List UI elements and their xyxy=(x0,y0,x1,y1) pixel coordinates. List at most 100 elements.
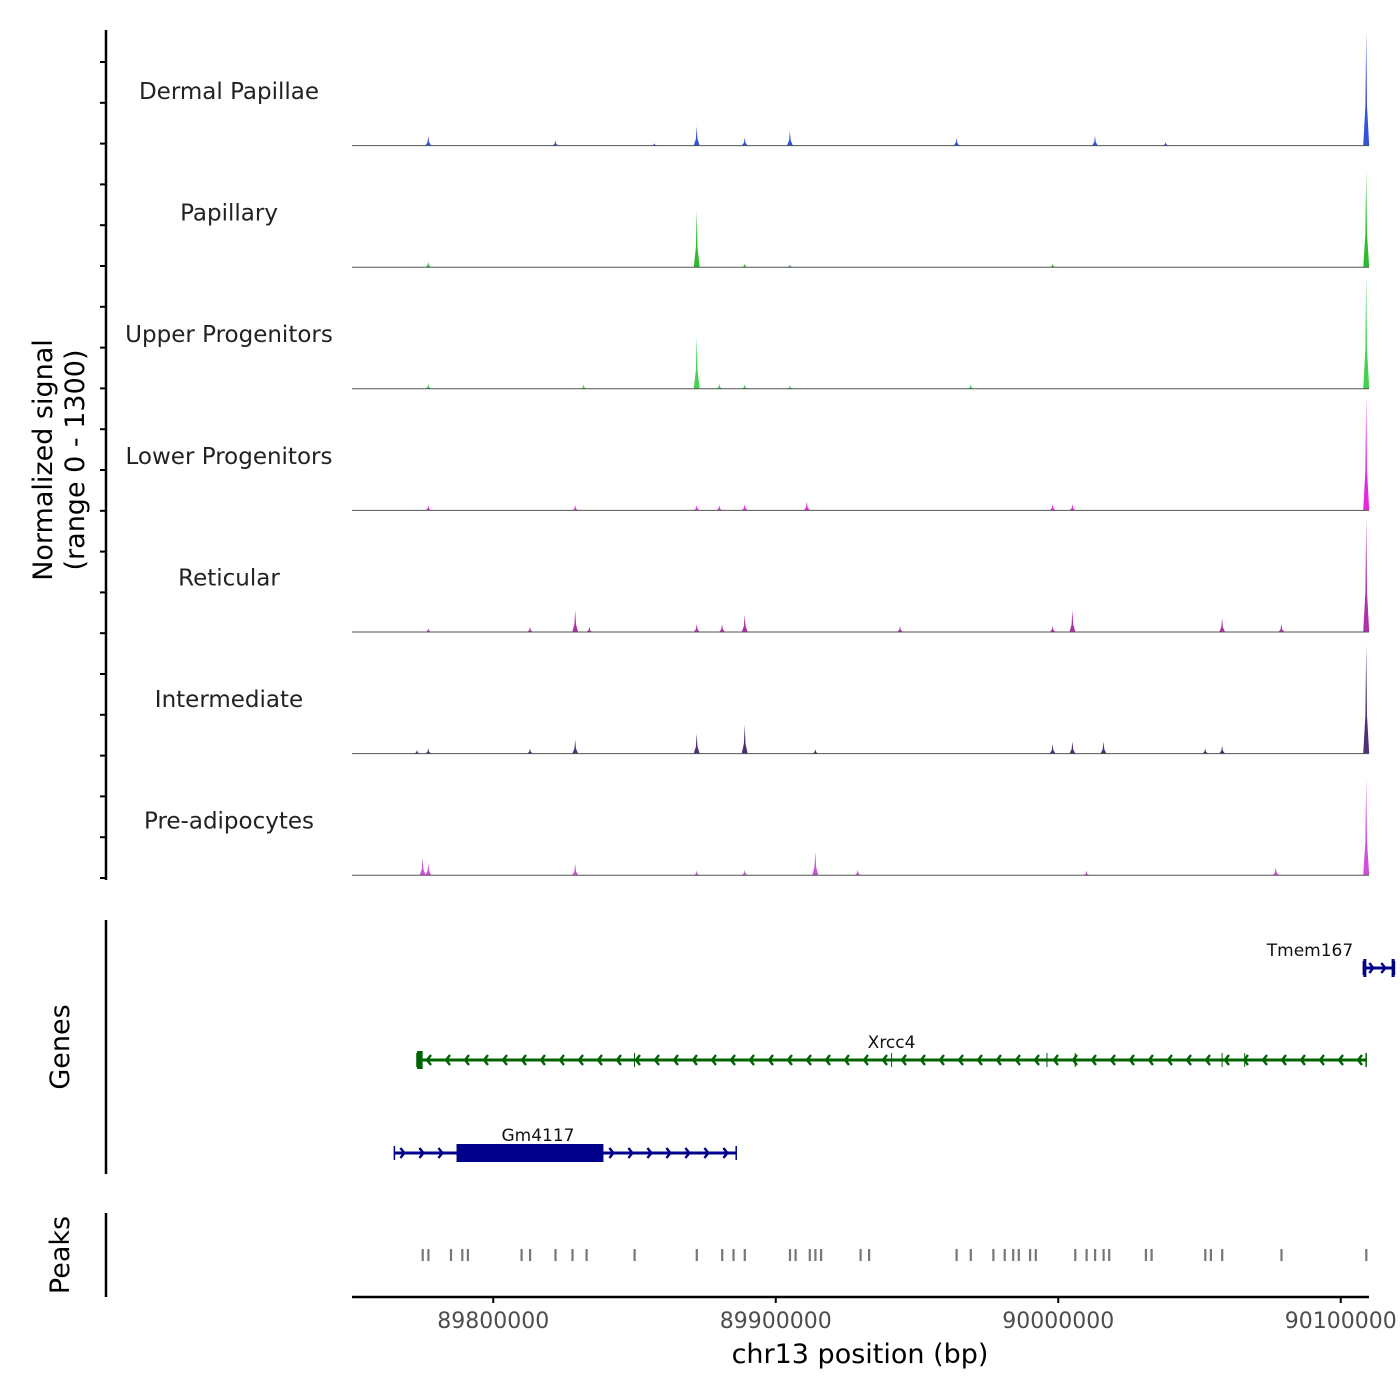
signal-peak xyxy=(693,870,700,876)
track-label: Intermediate xyxy=(155,687,303,713)
peak-mark xyxy=(585,1249,588,1261)
peak-mark xyxy=(743,1249,746,1261)
track-label: Dermal Papillae xyxy=(139,79,319,105)
strand-arrow xyxy=(1368,962,1375,974)
strand-arrow xyxy=(1223,1054,1230,1066)
strand-arrow xyxy=(805,1054,812,1066)
signal-peak xyxy=(1092,136,1098,146)
peak-mark xyxy=(788,1249,792,1261)
strand-arrow xyxy=(558,1054,565,1066)
signal-peak xyxy=(1278,624,1285,632)
strand-arrow xyxy=(1185,1054,1192,1066)
signal-peak xyxy=(812,749,819,754)
peak-mark xyxy=(992,1249,995,1261)
signal-peak xyxy=(425,863,432,876)
signal-peak xyxy=(572,863,579,876)
signal-peak xyxy=(741,724,748,754)
strand-arrow xyxy=(444,1054,451,1066)
peak-mark xyxy=(1144,1249,1147,1261)
strand-arrow xyxy=(634,1054,641,1066)
peak-mark xyxy=(1221,1249,1224,1261)
signal-peak xyxy=(1363,518,1370,632)
strand-arrow xyxy=(596,1054,603,1066)
signal-peak xyxy=(812,851,819,876)
signal-peak xyxy=(572,505,579,511)
signal-peak xyxy=(741,384,748,389)
peak-mark xyxy=(1204,1249,1207,1261)
signal-peak xyxy=(1049,263,1056,268)
signal-peak xyxy=(580,384,587,389)
gene-exon xyxy=(416,1051,423,1069)
peak-mark xyxy=(868,1249,871,1261)
signal-peak xyxy=(527,748,533,754)
signal-peak xyxy=(741,870,748,876)
signal-peak xyxy=(786,264,793,268)
strand-arrow xyxy=(684,1147,691,1159)
peak-mark xyxy=(794,1249,797,1261)
x-axis: 89800000 89900000 90000000 90100000 xyxy=(352,1295,1397,1334)
signal-peak xyxy=(414,750,420,754)
peak-mark xyxy=(732,1249,735,1261)
peak-mark xyxy=(814,1249,817,1261)
signal-peak xyxy=(1162,142,1169,146)
peak-mark xyxy=(466,1249,469,1261)
strand-arrow xyxy=(710,1054,717,1066)
strand-arrow xyxy=(957,1054,964,1066)
signal-peak xyxy=(693,336,700,389)
strand-arrow xyxy=(995,1054,1002,1066)
strand-arrow xyxy=(703,1147,710,1159)
signal-peak xyxy=(967,384,974,389)
signal-peak xyxy=(803,501,810,511)
strand-arrow xyxy=(938,1054,945,1066)
signal-peak xyxy=(1069,741,1076,754)
strand-arrow xyxy=(1280,1054,1287,1066)
strand-arrow xyxy=(824,1054,831,1066)
strand-arrow xyxy=(399,1147,406,1159)
signal-peak xyxy=(1069,610,1076,632)
strand-arrow xyxy=(919,1054,926,1066)
strand-arrow xyxy=(1318,1054,1325,1066)
strand-arrow xyxy=(729,1054,736,1066)
signal-peak xyxy=(693,624,700,632)
peak-mark xyxy=(1150,1249,1153,1261)
strand-arrow xyxy=(1109,1054,1116,1066)
peak-mark xyxy=(1003,1249,1006,1261)
strand-arrow xyxy=(1299,1054,1306,1066)
strand-arrow xyxy=(976,1054,983,1066)
signal-peak xyxy=(1363,779,1370,876)
peak-mark xyxy=(520,1249,523,1261)
strand-arrow xyxy=(653,1054,660,1066)
strand-arrow xyxy=(1090,1054,1097,1066)
strand-arrow xyxy=(1380,962,1387,974)
strand-arrow xyxy=(748,1054,755,1066)
signal-peak xyxy=(425,136,432,146)
strand-arrow xyxy=(501,1054,508,1066)
strand-arrow xyxy=(1128,1054,1135,1066)
signal-peak xyxy=(786,385,793,389)
strand-arrow xyxy=(1033,1054,1040,1066)
signal-peak xyxy=(572,610,579,632)
signal-peak xyxy=(693,126,700,146)
signal-peak xyxy=(1363,396,1370,511)
strand-arrow xyxy=(425,1054,432,1066)
track-label: Papillary xyxy=(180,201,278,227)
peak-mark xyxy=(1034,1249,1037,1261)
peak-mark xyxy=(421,1249,424,1261)
strand-arrow xyxy=(862,1054,869,1066)
peak-mark xyxy=(427,1249,430,1261)
signal-peak xyxy=(716,505,723,511)
signal-peak xyxy=(1100,741,1107,754)
gene-label: Gm4117 xyxy=(501,1126,574,1146)
signal-peak xyxy=(1272,867,1279,876)
strand-arrow xyxy=(1261,1054,1268,1066)
signal-peak xyxy=(719,624,726,632)
peak-mark xyxy=(955,1249,958,1261)
peak-mark xyxy=(529,1249,532,1261)
signal-peak xyxy=(1363,275,1370,389)
signal-peak xyxy=(741,504,748,511)
signal-peak xyxy=(693,733,700,754)
strand-arrow xyxy=(1014,1054,1021,1066)
strand-arrow xyxy=(463,1054,470,1066)
strand-arrow xyxy=(418,1147,425,1159)
signal-peak xyxy=(854,870,861,876)
